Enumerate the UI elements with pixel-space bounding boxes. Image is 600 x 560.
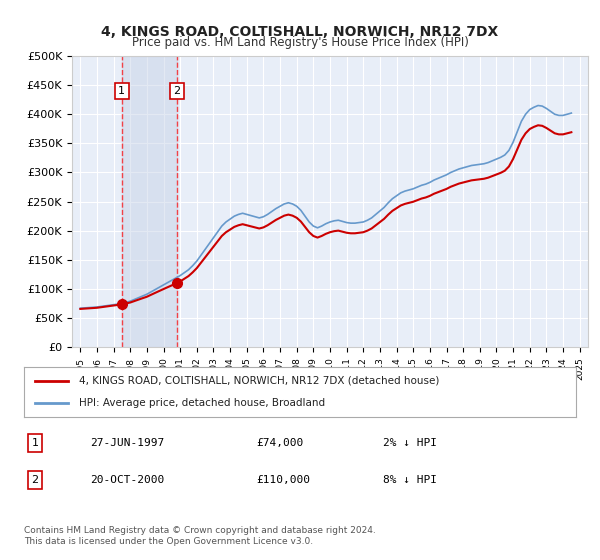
Text: Contains HM Land Registry data © Crown copyright and database right 2024.
This d: Contains HM Land Registry data © Crown c… xyxy=(24,526,376,546)
Text: Price paid vs. HM Land Registry's House Price Index (HPI): Price paid vs. HM Land Registry's House … xyxy=(131,36,469,49)
Bar xyxy=(122,56,177,347)
Text: HPI: Average price, detached house, Broadland: HPI: Average price, detached house, Broa… xyxy=(79,398,325,408)
Text: 8% ↓ HPI: 8% ↓ HPI xyxy=(383,475,437,484)
Text: £74,000: £74,000 xyxy=(256,438,303,448)
Text: 2% ↓ HPI: 2% ↓ HPI xyxy=(383,438,437,448)
Text: 20-OCT-2000: 20-OCT-2000 xyxy=(90,475,164,484)
Text: 2: 2 xyxy=(31,475,38,484)
Text: £110,000: £110,000 xyxy=(256,475,310,484)
Text: 1: 1 xyxy=(32,438,38,448)
Text: 4, KINGS ROAD, COLTISHALL, NORWICH, NR12 7DX: 4, KINGS ROAD, COLTISHALL, NORWICH, NR12… xyxy=(101,25,499,39)
Text: 1: 1 xyxy=(118,86,125,96)
Text: 2: 2 xyxy=(173,86,181,96)
Text: 27-JUN-1997: 27-JUN-1997 xyxy=(90,438,164,448)
Text: 4, KINGS ROAD, COLTISHALL, NORWICH, NR12 7DX (detached house): 4, KINGS ROAD, COLTISHALL, NORWICH, NR12… xyxy=(79,376,440,386)
